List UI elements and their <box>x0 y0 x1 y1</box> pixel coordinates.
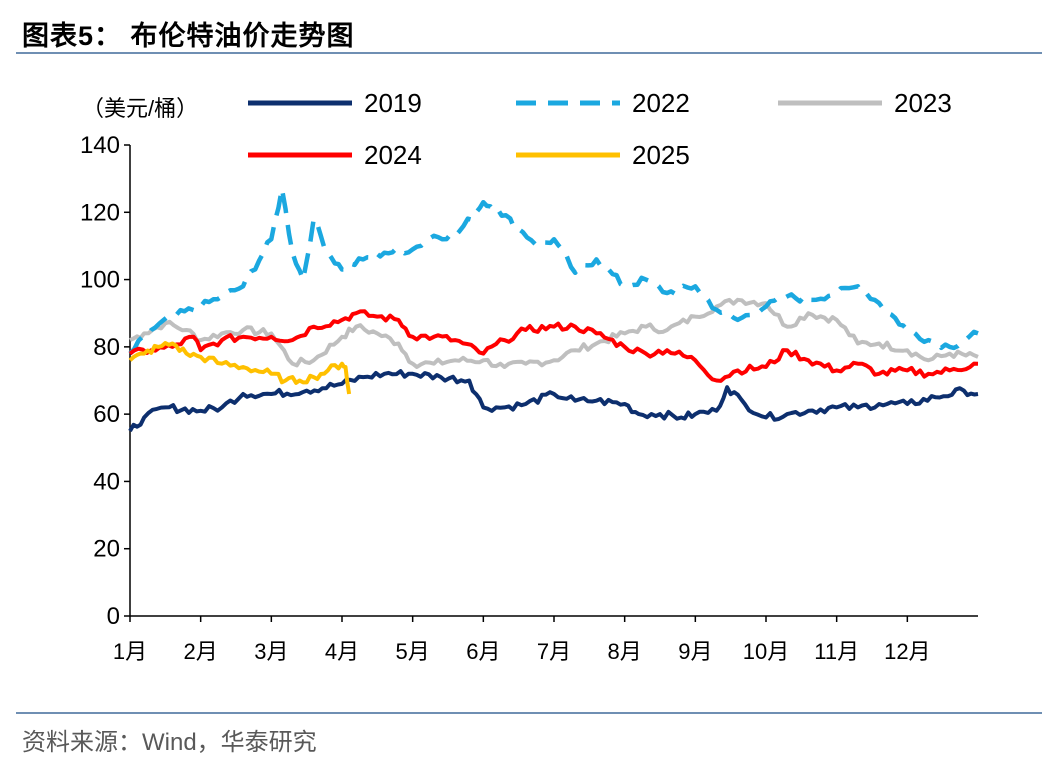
y-tick-label: 140 <box>80 132 120 159</box>
x-tick-label: 1月 <box>113 639 147 664</box>
x-tick-label: 2月 <box>184 639 218 664</box>
source-note: 资料来源：Wind，华泰研究 <box>22 729 317 756</box>
legend: 2019 2022 2023 2024 2025 <box>248 88 952 170</box>
y-tick-label: 60 <box>93 401 120 428</box>
legend-label-2023: 2023 <box>894 88 952 118</box>
series-line-2019 <box>128 369 979 432</box>
series-line-2025 <box>128 341 352 395</box>
y-axis-unit-label: （美元/桶） <box>82 96 198 121</box>
y-tick-label: 120 <box>80 199 120 226</box>
y-tick-label: 40 <box>93 468 120 495</box>
y-tick-label: 100 <box>80 267 120 294</box>
x-tick-label: 8月 <box>608 639 642 664</box>
legend-label-2025: 2025 <box>632 140 690 170</box>
x-tick-label: 10月 <box>743 639 789 664</box>
x-tick-label: 5月 <box>396 639 430 664</box>
legend-label-2019: 2019 <box>364 88 422 118</box>
y-tick-label: 20 <box>93 536 120 563</box>
x-tick-label: 4月 <box>325 639 359 664</box>
series-lines <box>128 186 979 432</box>
x-tick-label: 9月 <box>678 639 712 664</box>
x-tick-label: 12月 <box>884 639 930 664</box>
y-tick-label: 80 <box>93 334 120 361</box>
bottom-rule <box>16 712 1042 714</box>
legend-label-2022: 2022 <box>632 88 690 118</box>
legend-label-2024: 2024 <box>364 140 422 170</box>
x-tick-label: 11月 <box>814 639 859 664</box>
x-tick-label: 6月 <box>466 639 500 664</box>
series-line-2024 <box>128 309 979 383</box>
axes: 0 20 40 60 80 100 120 140 1月 2月 3月 4月 5月 6月 7月 8月 9月 10月 1… <box>80 132 978 664</box>
figure-title: 图表5： 布伦特油价走势图 <box>22 21 355 51</box>
x-tick-label: 3月 <box>254 639 288 664</box>
y-tick-label: 0 <box>107 603 120 630</box>
top-rule <box>16 52 1042 54</box>
series-line-2023 <box>129 297 979 369</box>
series-line-2022 <box>128 186 979 356</box>
x-tick-label: 7月 <box>537 639 571 664</box>
